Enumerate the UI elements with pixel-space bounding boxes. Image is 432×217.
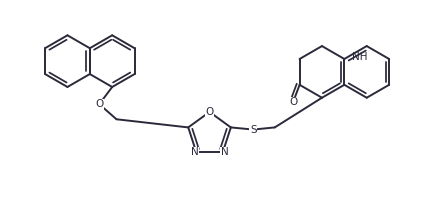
Text: O: O: [95, 99, 103, 109]
Text: O: O: [289, 97, 297, 107]
Text: NH: NH: [352, 52, 368, 62]
Text: N: N: [221, 148, 228, 158]
Text: N: N: [191, 148, 199, 158]
Text: S: S: [250, 125, 257, 135]
Text: O: O: [205, 107, 214, 117]
